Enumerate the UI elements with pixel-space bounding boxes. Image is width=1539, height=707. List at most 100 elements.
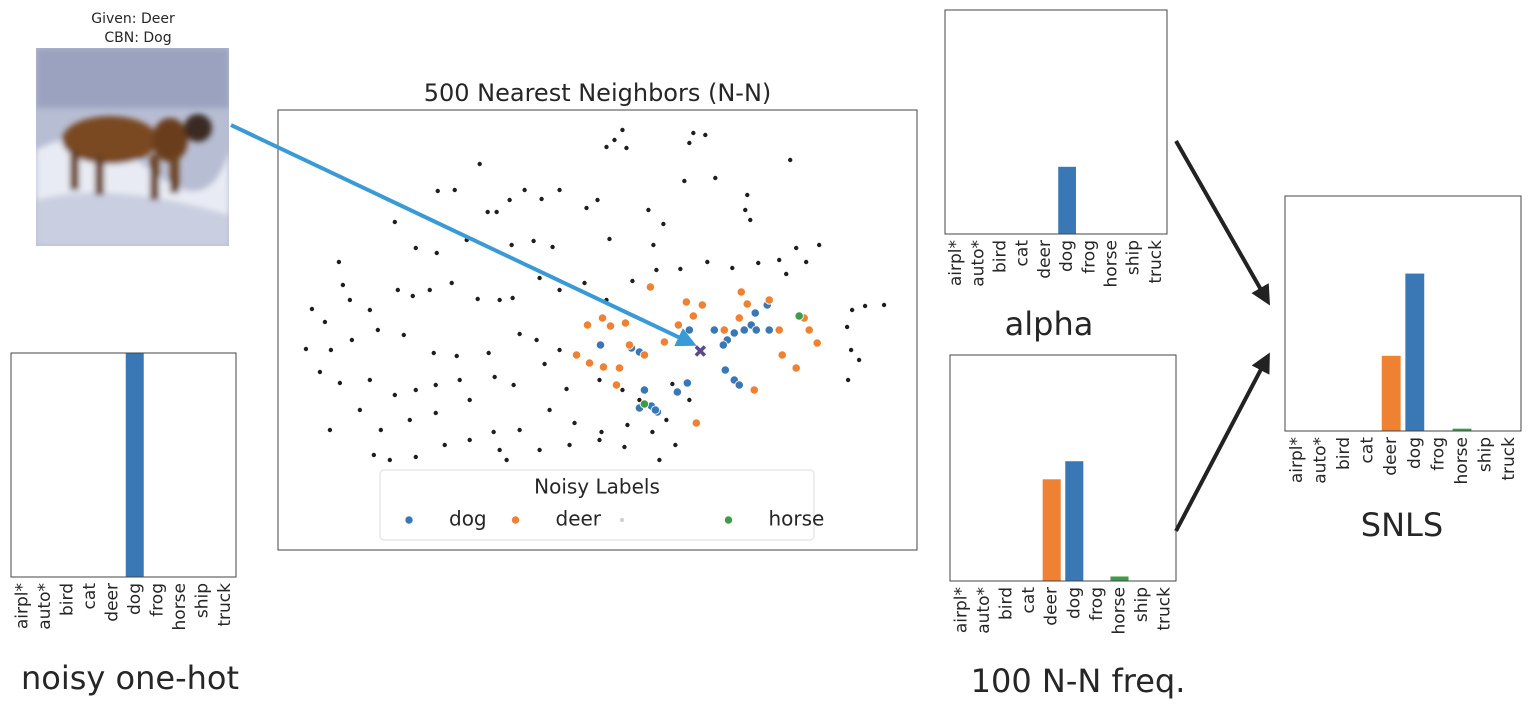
scatter-point: [430, 349, 437, 356]
scatter-point: [848, 346, 855, 353]
legend-label: deer: [556, 507, 602, 531]
image-caption: Given: Deer: [91, 11, 175, 27]
scatter-point: [456, 376, 463, 383]
scatter-point: [742, 299, 752, 309]
x-tick-label: truck: [1146, 240, 1166, 284]
scatter-point: [491, 373, 498, 380]
axes-frame: [1284, 195, 1522, 432]
arrow: [1174, 352, 1270, 532]
scatter-point: [649, 428, 656, 435]
scatter-point: [556, 286, 563, 293]
x-tick-label: dog: [1064, 587, 1084, 619]
x-tick-label: cat: [1019, 587, 1039, 614]
scatter-point: [650, 405, 661, 415]
scatter-point: [321, 318, 328, 325]
scatter-point: [650, 241, 657, 248]
legend-marker: [404, 515, 414, 525]
scatter-point: [764, 325, 774, 335]
scatter-point: [744, 191, 751, 198]
scatter-point: [327, 346, 334, 353]
scatter-point: [739, 325, 749, 335]
scatter-point: [453, 352, 460, 359]
scatter-point: [583, 204, 590, 211]
scatter-point: [370, 451, 377, 458]
scatter-point: [611, 136, 618, 143]
charts: airpl* auto* bird cat deer dog frog horse ship tr…: [10, 9, 1522, 700]
scatter-point: [490, 428, 497, 435]
x-tick-label: frog: [1087, 587, 1107, 621]
legend-marker: [723, 515, 734, 525]
scatter-point: [563, 385, 570, 392]
scatter-point: [734, 380, 744, 390]
scatter-point: [639, 385, 650, 395]
chart-label: alpha: [1005, 305, 1094, 343]
scatter-point: [783, 270, 790, 277]
axes-frame: [944, 9, 1168, 235]
scatter-point: [712, 174, 719, 181]
scatter-point: [503, 456, 510, 463]
x-tick-label: auto*: [35, 583, 55, 630]
scatter-point: [302, 345, 309, 352]
scatter-point: [639, 399, 650, 409]
bar: [1381, 355, 1401, 431]
x-tick-label: truck: [215, 583, 235, 627]
scatter-point: [391, 391, 398, 398]
axes-frame: [10, 352, 237, 578]
scatter-point: [493, 208, 500, 215]
scatter-point: [791, 363, 801, 373]
x-tick-label: auto*: [974, 587, 994, 634]
scatter-point: [639, 350, 650, 360]
scatter-point: [663, 416, 670, 423]
scatter-point: [653, 266, 660, 273]
bar: [1042, 479, 1061, 581]
scatter-point: [366, 376, 373, 383]
chart-label: noisy one-hot: [21, 659, 239, 697]
x-tick-label: dog: [1405, 437, 1425, 469]
scatter-point: [582, 320, 593, 330]
x-tick-label: airpl*: [12, 583, 32, 629]
scatter-point: [596, 376, 603, 383]
scatter-point: [672, 441, 679, 448]
scatter-point: [391, 218, 398, 225]
scatter-point: [614, 363, 625, 373]
x-tick-label: cat: [1013, 240, 1033, 267]
scatter-point: [606, 235, 613, 242]
x-tick-label: auto*: [968, 240, 988, 287]
scatter-point: [619, 386, 626, 393]
scatter-point: [669, 380, 676, 387]
scatter-point: [684, 325, 694, 335]
x-tick-label: ship: [1124, 240, 1144, 275]
x-tick-label: cat: [80, 583, 100, 610]
x-tick-label: dog: [125, 583, 145, 615]
x-tick-label: deer: [1042, 587, 1062, 626]
scatter-point: [509, 294, 516, 301]
x-tick-label: airpl*: [951, 587, 971, 633]
scatter-point: [536, 274, 543, 281]
x-tick-label: airpl*: [1287, 437, 1307, 483]
scatter-point: [673, 320, 683, 330]
scatter-point: [844, 323, 851, 330]
scatter-point: [516, 330, 523, 337]
scatter-point: [776, 256, 783, 263]
scatter-point: [747, 216, 754, 223]
scatter-point: [605, 321, 616, 331]
bar: [1452, 428, 1472, 431]
scatter-point: [862, 302, 869, 309]
scatter-point: [856, 356, 863, 363]
scatter-point: [729, 264, 736, 271]
scatter-point: [374, 326, 381, 333]
x-tick-label: frog: [1079, 240, 1099, 274]
scatter-point: [538, 195, 545, 202]
scatter-point: [451, 186, 458, 193]
query-marker: [694, 345, 707, 357]
image-caption: CBN: Dog: [104, 30, 171, 46]
scatter-point: [356, 406, 363, 413]
scatter-point: [774, 325, 784, 335]
scatter-point: [672, 387, 682, 397]
scatter-point: [571, 419, 578, 426]
scatter-point: [426, 286, 433, 293]
bar: [1065, 461, 1084, 581]
scatter-point: [681, 297, 691, 307]
scatter-point: [816, 241, 823, 248]
